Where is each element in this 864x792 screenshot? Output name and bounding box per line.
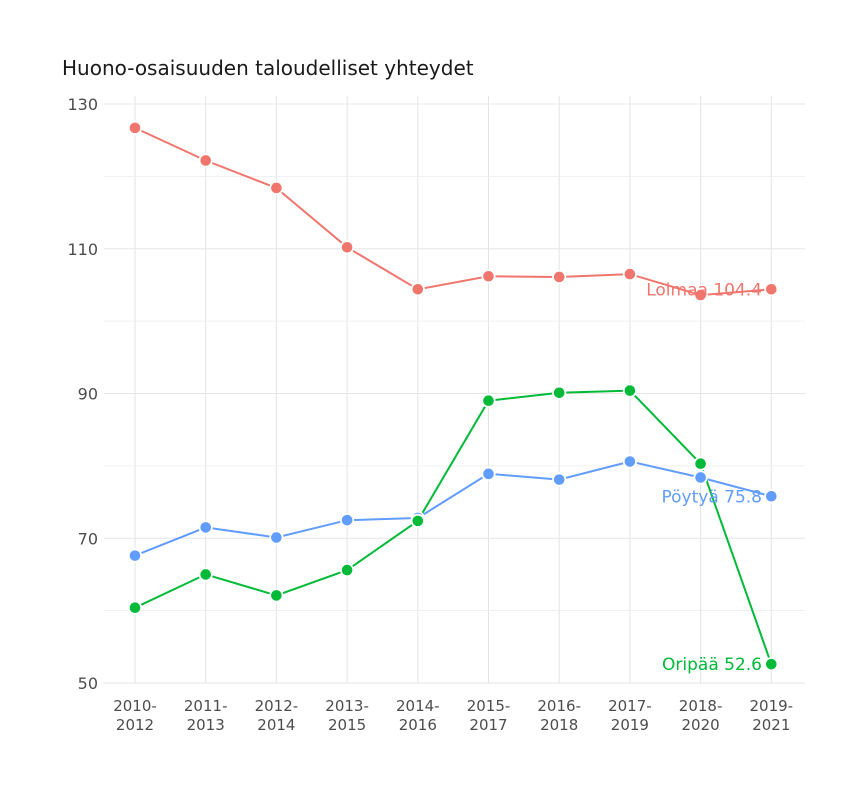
series-lines: [134, 126, 773, 665]
grid-lines: [104, 96, 805, 684]
x-tick-label: 2016-2018: [537, 697, 581, 734]
y-tick-label: 130: [67, 95, 98, 114]
series-end-label: Oripää 52.6: [662, 655, 762, 675]
x-tick-label-line: 2019: [611, 716, 649, 734]
x-tick-label: 2013-2015: [325, 697, 369, 734]
series-end-label: Pöytyä 75.8: [661, 487, 762, 507]
x-tick-label: 2010-2012: [113, 697, 157, 734]
x-tick-label: 2014-2016: [396, 697, 440, 734]
data-point: [764, 489, 779, 504]
x-tick-label: 2017-2019: [608, 697, 652, 734]
x-tick-label-line: 2020: [682, 716, 720, 734]
data-point: [693, 470, 708, 485]
data-point: [269, 530, 284, 545]
y-tick-label: 70: [78, 529, 98, 548]
data-point: [339, 513, 355, 528]
data-point: [339, 240, 355, 255]
data-point: [410, 282, 425, 297]
x-tick-label-line: 2016: [399, 716, 437, 734]
x-tick-label: 2012-2014: [255, 697, 299, 734]
series-line: [134, 389, 773, 665]
x-tick-label: 2019-2021: [750, 697, 794, 734]
data-point: [481, 269, 496, 284]
x-tick-label-line: 2018: [540, 716, 578, 734]
axis-labels: 5070901101302010-20122011-20132012-20142…: [67, 95, 793, 734]
x-tick-label: 2011-2013: [184, 697, 228, 734]
x-tick-label-line: 2015-: [467, 697, 511, 715]
data-point: [127, 120, 143, 135]
data-point: [693, 456, 708, 471]
x-tick-label-line: 2017: [469, 716, 507, 734]
series-points: [127, 120, 779, 672]
data-point: [198, 520, 213, 535]
x-tick-label-line: 2015: [328, 716, 366, 734]
data-point: [764, 657, 779, 672]
data-point: [127, 548, 143, 563]
data-point: [339, 562, 355, 578]
data-point: [552, 385, 567, 400]
x-tick-label-line: 2011-: [184, 697, 228, 715]
y-tick-label: 110: [67, 240, 98, 259]
data-point: [198, 153, 213, 168]
data-point: [198, 567, 213, 582]
data-point: [693, 287, 708, 303]
x-tick-label-line: 2010-: [113, 697, 157, 715]
series-line: [134, 460, 772, 557]
x-tick-label-line: 2017-: [608, 697, 652, 715]
data-point: [410, 513, 425, 528]
data-point: [552, 269, 567, 285]
data-point: [552, 472, 567, 487]
data-point: [622, 383, 638, 398]
data-point: [622, 454, 638, 469]
x-tick-label-line: 2019-: [750, 697, 794, 715]
series-line: [134, 126, 772, 297]
x-tick-label: 2018-2020: [679, 697, 723, 734]
x-tick-label-line: 2012: [116, 716, 154, 734]
y-tick-label: 50: [78, 674, 98, 693]
x-tick-label-line: 2012-: [255, 697, 299, 715]
x-tick-label: 2015-2017: [467, 697, 511, 734]
y-tick-label: 90: [78, 385, 98, 404]
data-point: [764, 282, 779, 297]
chart-title: Huono-osaisuuden taloudelliset yhteydet: [62, 56, 474, 80]
series-end-label: Loimaa 104.4: [646, 280, 762, 300]
x-tick-label-line: 2018-: [679, 697, 723, 715]
data-point: [622, 266, 638, 282]
x-tick-label-line: 2013-: [325, 697, 369, 715]
x-tick-label-line: 2014: [257, 716, 295, 734]
x-tick-label-line: 2013: [187, 716, 225, 734]
x-tick-label-line: 2016-: [537, 697, 581, 715]
x-tick-label-line: 2021: [752, 716, 790, 734]
data-point: [269, 588, 284, 603]
x-tick-label-line: 2014-: [396, 697, 440, 715]
data-point: [481, 393, 496, 408]
data-point: [269, 180, 284, 196]
data-point: [481, 466, 496, 481]
data-point: [127, 600, 143, 615]
end-labels: Loimaa 104.4 Pöytyä 75.8 Oripää 52.6: [646, 280, 762, 675]
